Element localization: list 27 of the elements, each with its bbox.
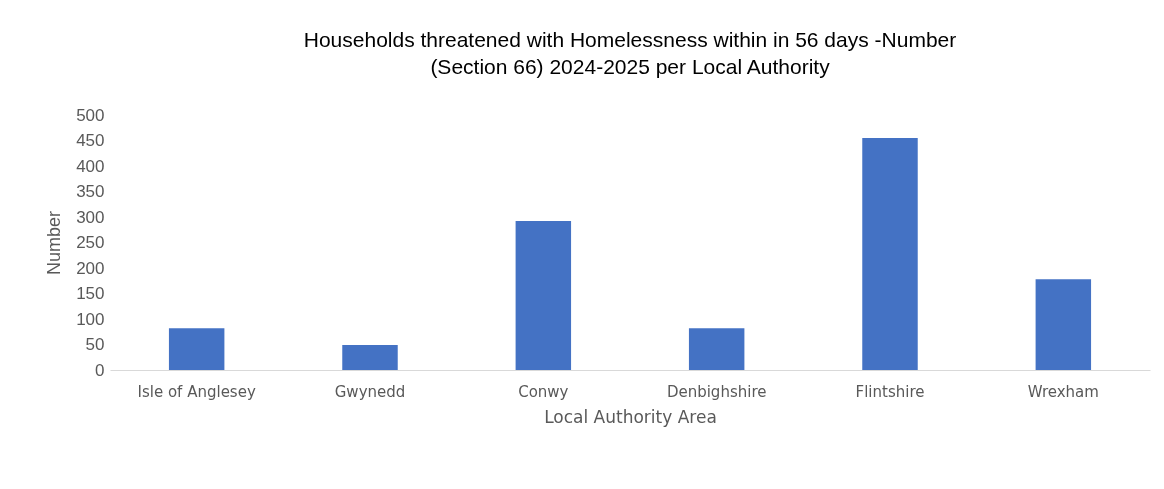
- y-tick-label: 100: [76, 309, 105, 329]
- bar: [342, 345, 398, 370]
- y-tick-label: 300: [76, 207, 105, 227]
- y-tick-label: 400: [76, 156, 105, 176]
- text: (Section 66) 2024-2025 per Local Authority: [430, 55, 830, 78]
- y-tick-label: 450: [76, 131, 105, 150]
- x-tick-label: Isle of Anglesey: [137, 382, 256, 401]
- text: Households threatened with Homelessness within in 56 days -Number: [303, 28, 957, 51]
- x-tick-label: Flintshire: [855, 382, 925, 401]
- y-tick-label: 250: [76, 233, 105, 252]
- x-axis-title: Local Authority Area: [544, 406, 717, 427]
- y-axis-title: Number: [44, 210, 65, 276]
- bar: [515, 221, 572, 370]
- bar: [862, 137, 918, 370]
- bar: [168, 328, 225, 370]
- x-tick-label: Denbighshire: [666, 382, 767, 401]
- y-tick-label: 200: [76, 258, 105, 278]
- x-tick-label: Gwynedd: [334, 382, 406, 401]
- y-tick-label: 0: [95, 360, 105, 380]
- y-tick-label: 500: [76, 105, 105, 125]
- x-tick-label: Wrexham: [1027, 382, 1099, 401]
- bar: [688, 328, 745, 370]
- y-tick-label: 350: [76, 182, 105, 201]
- bar: [1035, 279, 1092, 370]
- y-tick-label: 50: [85, 335, 105, 354]
- x-tick-label: Conwy: [518, 382, 569, 401]
- y-tick-label: 150: [76, 284, 105, 303]
